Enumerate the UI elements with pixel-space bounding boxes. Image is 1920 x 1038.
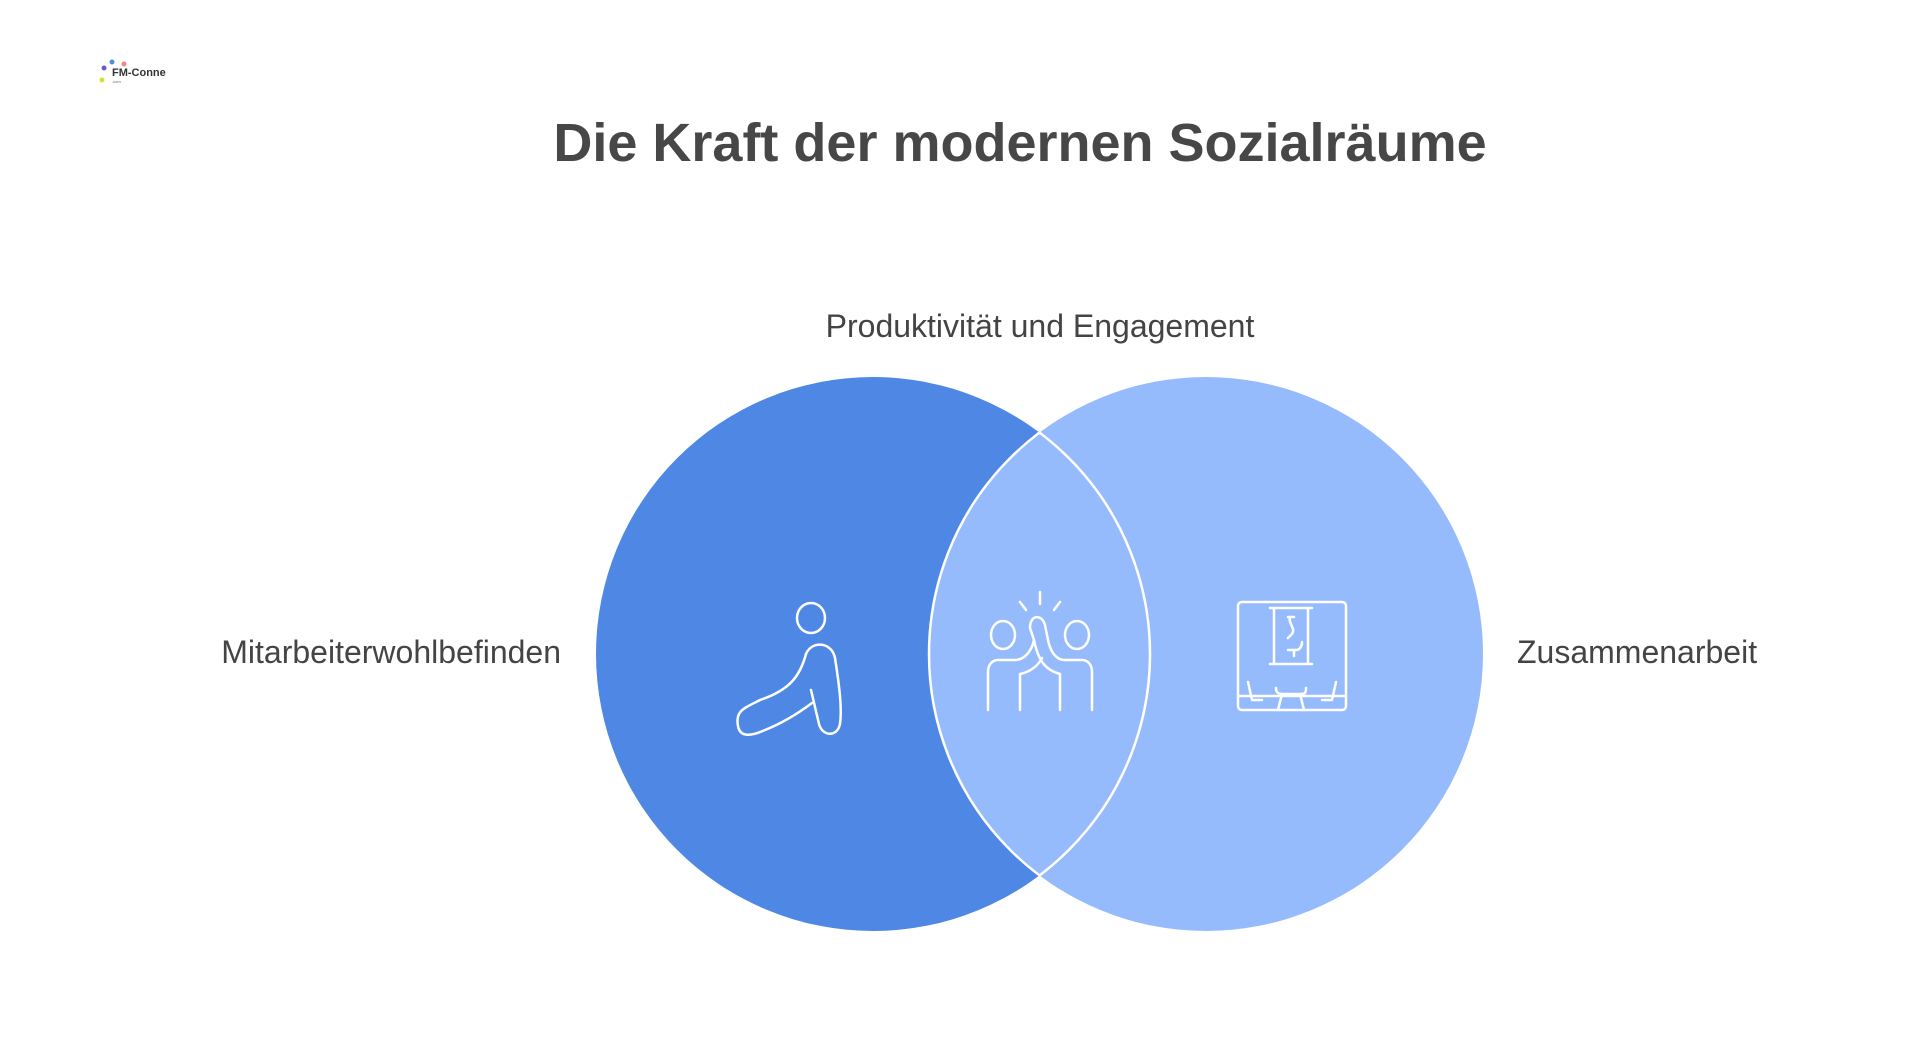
label-wellbeing: Mitarbeiterwohlbefinden [221, 634, 561, 670]
logo: FM-Connect .com [99, 59, 166, 84]
svg-text:FM-Connect: FM-Connect [112, 67, 166, 79]
stretching-person-icon [736, 601, 843, 736]
presentation-room-icon [1236, 600, 1348, 712]
overlap-outline-right [927, 377, 1150, 931]
high-five-icon [986, 590, 1094, 712]
overlap-productivity [929, 377, 1150, 931]
label-productivity: Produktivität und Engagement [825, 308, 1255, 344]
label-collaboration: Zusammenarbeit [1517, 634, 1758, 670]
svg-text:.com: .com [112, 79, 121, 84]
page-title: Die Kraft der modernen Sozialräume [553, 113, 1487, 173]
overlap-outline-left [929, 377, 1152, 931]
